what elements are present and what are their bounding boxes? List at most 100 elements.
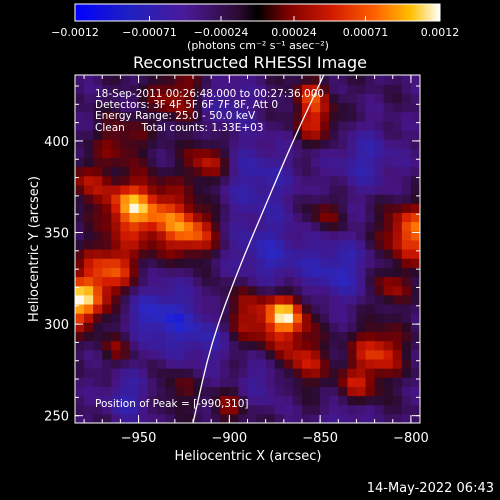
heatmap-cell <box>129 322 140 333</box>
heatmap-cell <box>274 368 285 378</box>
heatmap-cell <box>75 358 85 369</box>
heatmap-cell <box>220 322 230 333</box>
heatmap-cell <box>338 212 348 223</box>
heatmap-cell <box>247 212 258 223</box>
heatmap-cell <box>211 129 221 140</box>
heatmap-cell <box>274 395 285 406</box>
heatmap-cell <box>174 340 185 351</box>
heatmap-cell <box>401 340 412 351</box>
heatmap-cell <box>220 395 230 406</box>
heatmap-cell <box>193 157 203 168</box>
heatmap-cell <box>347 377 358 387</box>
heatmap-cell <box>338 386 348 397</box>
heatmap-cell <box>93 212 103 223</box>
heatmap-cell <box>401 313 412 323</box>
heatmap-cell <box>265 129 276 140</box>
heatmap-cell <box>247 93 258 104</box>
heatmap-cell <box>320 166 330 177</box>
heatmap-cell <box>301 349 312 360</box>
heatmap-cell <box>138 285 149 296</box>
heatmap-cell <box>311 175 321 186</box>
heatmap-cell <box>183 230 194 241</box>
heatmap-cell <box>292 249 303 259</box>
heatmap-cell <box>256 194 267 204</box>
heatmap-cell <box>329 404 339 415</box>
heatmap-cell <box>383 148 394 159</box>
heatmap-cell <box>383 221 394 232</box>
heatmap-cell <box>129 368 140 378</box>
heatmap-cell <box>174 129 185 140</box>
heatmap-cell <box>165 267 176 278</box>
heatmap-cell <box>229 157 240 168</box>
heatmap-cell <box>183 349 194 360</box>
heatmap-cell <box>383 175 394 186</box>
heatmap-cell <box>202 331 212 342</box>
heatmap-cell <box>247 129 258 140</box>
heatmap-cell <box>374 203 385 213</box>
heatmap-cell <box>347 139 358 149</box>
heatmap-cell <box>365 294 376 305</box>
heatmap-cell <box>202 184 212 195</box>
heatmap-cell <box>183 358 194 369</box>
heatmap-cell <box>229 230 240 241</box>
heatmap-cell <box>129 102 140 113</box>
heatmap-cell <box>211 84 221 94</box>
heatmap-cell <box>283 368 294 378</box>
heatmap-cell <box>129 285 140 296</box>
heatmap-cell <box>256 258 267 268</box>
heatmap-cell <box>410 358 420 369</box>
heatmap-cell <box>320 322 330 333</box>
heatmap-cell <box>301 239 312 250</box>
heatmap-cell <box>211 368 221 378</box>
heatmap-cell <box>356 75 367 85</box>
heatmap-cell <box>256 322 267 333</box>
heatmap-cell <box>129 258 140 268</box>
heatmap-cell <box>301 377 312 387</box>
heatmap-cell <box>265 404 276 415</box>
heatmap-cell <box>374 322 385 333</box>
heatmap-cell <box>75 102 85 113</box>
heatmap-cell <box>338 102 348 113</box>
heatmap-cell <box>174 386 185 397</box>
y-tick-label: 250 <box>44 410 69 425</box>
heatmap-cell <box>329 413 339 423</box>
heatmap-cell <box>347 313 358 323</box>
heatmap-cell <box>120 194 131 204</box>
heatmap-cell <box>383 368 394 378</box>
heatmap-cell <box>283 285 294 296</box>
heatmap-cell <box>174 239 185 250</box>
heatmap-cell <box>102 249 112 259</box>
heatmap-cell <box>356 358 367 369</box>
heatmap-cell <box>129 139 140 149</box>
heatmap-cell <box>283 377 294 387</box>
heatmap-cell <box>102 184 112 195</box>
heatmap-cell <box>211 386 221 397</box>
heatmap-cell <box>356 230 367 241</box>
heatmap-cell <box>329 331 339 342</box>
heatmap-cell <box>165 84 176 94</box>
heatmap-cell <box>292 157 303 168</box>
heatmap-cell <box>301 120 312 131</box>
heatmap-cell <box>229 175 240 186</box>
heatmap-cell <box>193 249 203 259</box>
heatmap-image <box>75 75 420 423</box>
heatmap-cell <box>311 111 321 122</box>
heatmap-cell <box>138 148 149 159</box>
heatmap-cell <box>311 212 321 223</box>
heatmap-cell <box>211 294 221 305</box>
heatmap-cell <box>138 166 149 177</box>
heatmap-cell <box>247 258 258 268</box>
heatmap-cell <box>311 404 321 415</box>
heatmap-cell <box>238 239 249 250</box>
heatmap-cell <box>311 184 321 195</box>
heatmap-cell <box>156 203 167 213</box>
heatmap-cell <box>111 303 121 314</box>
heatmap-cell <box>229 404 240 415</box>
heatmap-cell <box>138 358 149 369</box>
heatmap-cell <box>174 258 185 268</box>
heatmap-cell <box>211 249 221 259</box>
heatmap-cell <box>347 349 358 360</box>
heatmap-cell <box>247 276 258 287</box>
heatmap-cell <box>138 294 149 305</box>
heatmap-cell <box>102 349 112 360</box>
